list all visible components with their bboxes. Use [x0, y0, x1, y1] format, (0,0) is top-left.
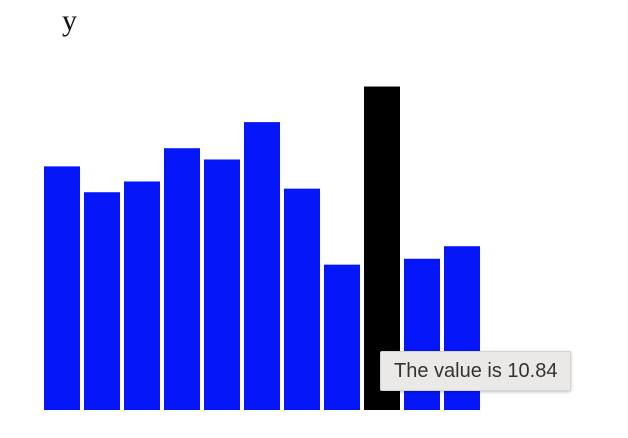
bar[interactable] [124, 181, 160, 410]
bar[interactable] [164, 148, 200, 410]
value-tooltip: The value is 10.84 [380, 351, 572, 391]
bar[interactable] [284, 188, 320, 410]
bar[interactable] [244, 122, 280, 411]
bar[interactable] [204, 159, 240, 410]
bar[interactable] [44, 166, 80, 410]
bar[interactable] [324, 264, 360, 410]
y-axis-label: y [62, 4, 77, 37]
bar[interactable] [84, 192, 120, 410]
